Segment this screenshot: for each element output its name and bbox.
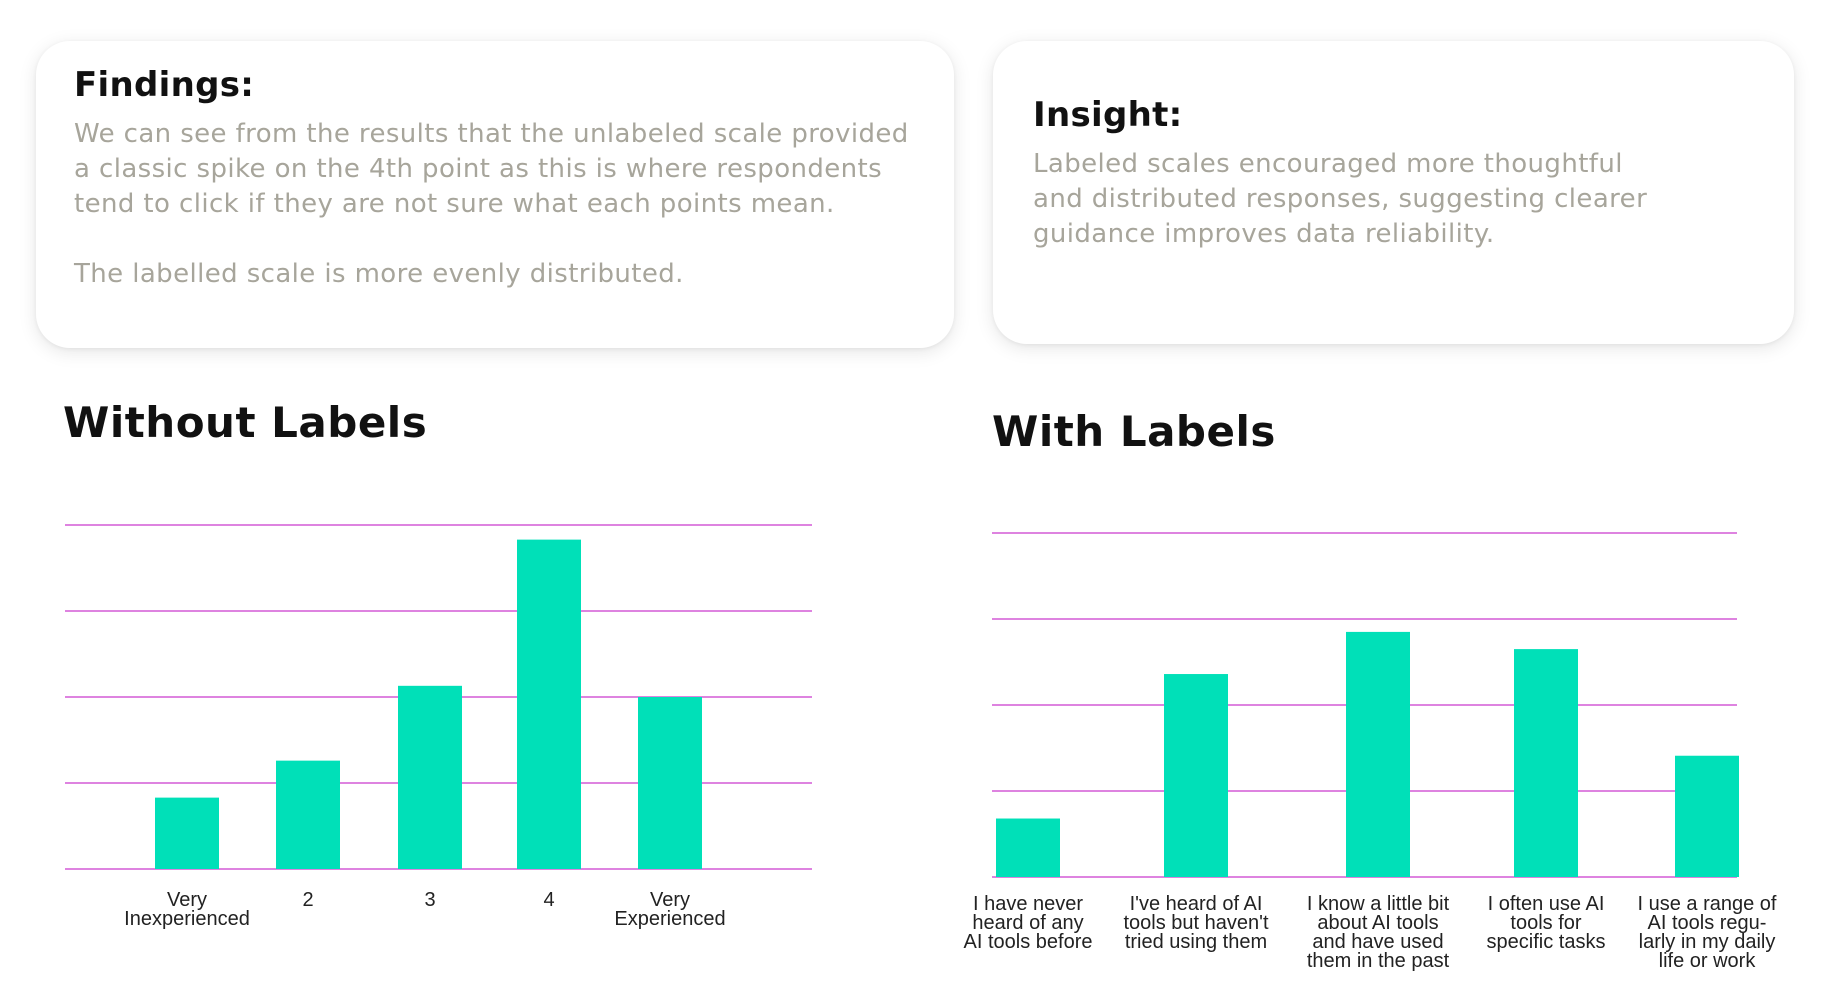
category-label: I've heard of AI tools but haven't tried u… [1123, 893, 1268, 953]
category-label: I have never heard of any AI tools before [964, 893, 1093, 953]
bar [1514, 649, 1578, 877]
findings-note: The labelled scale is more evenly distri… [74, 259, 684, 289]
findings-card: Findings: We can see from the results th… [36, 41, 954, 348]
bar [1346, 631, 1410, 877]
category-label: I know a little bit about AI tools and hav… [1307, 893, 1450, 972]
category-label: I use a range of AI tools regu-larly in m… [1638, 893, 1777, 972]
findings-line: We can see from the results that the unl… [74, 119, 909, 149]
insight-line: and distributed responses, suggesting cl… [1033, 184, 1648, 214]
bar [276, 760, 340, 869]
findings-text: We can see from the results that the unl… [74, 117, 920, 222]
bar [1164, 674, 1228, 877]
findings-title: Findings: [74, 65, 255, 105]
bar [398, 685, 462, 869]
category-label: 4 [543, 889, 554, 911]
category-label: 3 [424, 889, 435, 911]
bar [1675, 755, 1739, 877]
bar [638, 697, 702, 869]
category-label: Very Inexperienced [124, 889, 250, 930]
insight-title: Insight: [1033, 95, 1183, 135]
findings-line: tend to click if they are not sure what … [74, 189, 835, 219]
bar [996, 818, 1060, 877]
category-label: 2 [302, 889, 313, 911]
insight-text: Labeled scales encouraged more thoughtfu… [1033, 147, 1764, 252]
bar [517, 539, 581, 869]
chart-with-labels-title: With Labels [992, 407, 1276, 456]
category-label: Very Experienced [614, 889, 725, 930]
insight-card: Insight: Labeled scales encouraged more … [993, 41, 1794, 344]
insight-line: guidance improves data reliability. [1033, 219, 1495, 249]
category-label: I often use AI tools for specific tasks [1487, 893, 1606, 953]
insight-line: Labeled scales encouraged more thoughtfu… [1033, 149, 1623, 179]
findings-line: a classic spike on the 4th point as this… [74, 154, 883, 184]
chart-without-labels-title: Without Labels [63, 398, 428, 447]
bar [155, 797, 219, 869]
